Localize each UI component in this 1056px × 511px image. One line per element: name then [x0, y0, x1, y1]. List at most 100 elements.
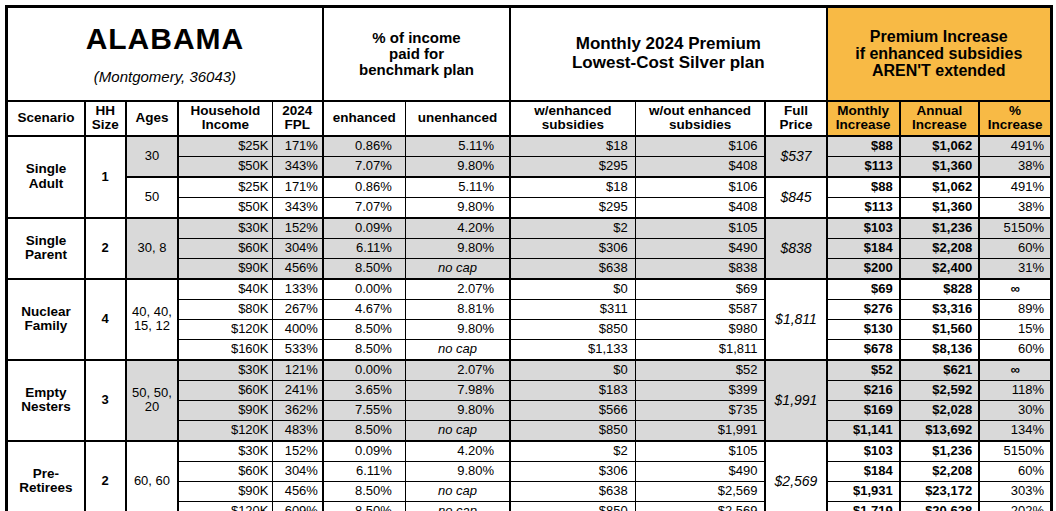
table-row: 50$25K171%0.86%5.11%$18$106$845$88$1,062…: [7, 177, 1052, 198]
cell-premium-w-enhanced: $311: [510, 299, 635, 319]
cell-fpl: 152%: [272, 441, 323, 462]
cell-annual-increase: $8,136: [900, 339, 979, 360]
table-row: Nuclear Family440, 40, 15, 12$40K133%0.0…: [7, 279, 1052, 300]
cell-unenhanced-pct: 9.80%: [405, 319, 510, 339]
cell-fpl: 400%: [272, 319, 323, 339]
cell-enhanced-pct: 8.50%: [323, 420, 405, 441]
cell-enhanced-pct: 7.07%: [323, 156, 405, 177]
col-header-wout-enhanced-subsidies: w/out enhanced subsidies: [635, 101, 765, 136]
cell-unenhanced-pct: no cap: [405, 481, 510, 501]
cell-premium-wout-enhanced: $106: [635, 177, 765, 198]
cell-full-price: $838: [765, 218, 826, 279]
premium-comparison-table: ALABAMA (Montgomery, 36043) % of income …: [5, 5, 1053, 511]
cell-full-price: $537: [765, 136, 826, 177]
cell-premium-w-enhanced: $295: [510, 156, 635, 177]
cell-household-income: $80K: [178, 299, 272, 319]
cell-pct-increase: ∞: [979, 360, 1051, 381]
cell-annual-increase: $2,208: [900, 238, 979, 258]
cell-pct-increase: 5150%: [979, 218, 1051, 239]
cell-annual-increase: $3,316: [900, 299, 979, 319]
cell-annual-increase: $13,692: [900, 420, 979, 441]
cell-household-income: $30K: [178, 441, 272, 462]
cell-enhanced-pct: 0.86%: [323, 177, 405, 198]
cell-premium-wout-enhanced: $69: [635, 279, 765, 300]
cell-premium-wout-enhanced: $735: [635, 400, 765, 420]
cell-premium-wout-enhanced: $399: [635, 380, 765, 400]
benchmark-group-header: % of income paid for benchmark plan: [323, 7, 510, 101]
cell-monthly-increase: $113: [827, 197, 900, 218]
column-header-row: Scenario HH Size Ages Household Income 2…: [7, 101, 1052, 136]
cell-pct-increase: 89%: [979, 299, 1051, 319]
cell-annual-increase: $2,028: [900, 400, 979, 420]
cell-household-income: $120K: [178, 501, 272, 511]
cell-full-price: $1,811: [765, 279, 826, 360]
cell-household-income: $30K: [178, 360, 272, 381]
cell-pct-increase: 60%: [979, 339, 1051, 360]
cell-annual-increase: $1,236: [900, 218, 979, 239]
cell-premium-w-enhanced: $306: [510, 461, 635, 481]
cell-annual-increase: $1,360: [900, 156, 979, 177]
cell-premium-w-enhanced: $2: [510, 441, 635, 462]
cell-monthly-increase: $184: [827, 461, 900, 481]
cell-monthly-increase: $276: [827, 299, 900, 319]
cell-pct-increase: ∞: [979, 279, 1051, 300]
col-header-hh-size: HH Size: [85, 101, 126, 136]
cell-ages: 30: [126, 136, 179, 177]
cell-unenhanced-pct: 9.80%: [405, 156, 510, 177]
cell-fpl: 343%: [272, 156, 323, 177]
cell-premium-w-enhanced: $18: [510, 136, 635, 157]
cell-fpl: 171%: [272, 177, 323, 198]
cell-pct-increase: 5150%: [979, 441, 1051, 462]
cell-monthly-increase: $88: [827, 177, 900, 198]
cell-unenhanced-pct: 8.81%: [405, 299, 510, 319]
cell-premium-w-enhanced: $306: [510, 238, 635, 258]
cell-household-income: $60K: [178, 380, 272, 400]
cell-enhanced-pct: 7.07%: [323, 197, 405, 218]
cell-household-income: $25K: [178, 136, 272, 157]
cell-hh-size: 4: [85, 279, 126, 360]
col-header-monthly-increase: Monthly Increase: [827, 101, 900, 136]
cell-fpl: 609%: [272, 501, 323, 511]
cell-enhanced-pct: 7.55%: [323, 400, 405, 420]
cell-hh-size: 1: [85, 136, 126, 218]
cell-pct-increase: 491%: [979, 177, 1051, 198]
cell-enhanced-pct: 8.50%: [323, 258, 405, 279]
cell-premium-wout-enhanced: $105: [635, 441, 765, 462]
cell-pct-increase: 118%: [979, 380, 1051, 400]
cell-fpl: 362%: [272, 400, 323, 420]
state-name: ALABAMA: [8, 22, 322, 55]
col-header-annual-increase: Annual Increase: [900, 101, 979, 136]
cell-monthly-increase: $88: [827, 136, 900, 157]
cell-fpl: 241%: [272, 380, 323, 400]
cell-monthly-increase: $103: [827, 441, 900, 462]
cell-household-income: $60K: [178, 461, 272, 481]
cell-pct-increase: 15%: [979, 319, 1051, 339]
cell-annual-increase: $23,172: [900, 481, 979, 501]
cell-enhanced-pct: 6.11%: [323, 461, 405, 481]
cell-scenario: Nuclear Family: [7, 279, 85, 360]
cell-unenhanced-pct: 7.98%: [405, 380, 510, 400]
cell-pct-increase: 30%: [979, 400, 1051, 420]
cell-premium-w-enhanced: $0: [510, 360, 635, 381]
cell-premium-wout-enhanced: $105: [635, 218, 765, 239]
col-header-w-enhanced-subsidies: w/enhanced subsidies: [510, 101, 635, 136]
cell-monthly-increase: $1,931: [827, 481, 900, 501]
cell-fpl: 304%: [272, 461, 323, 481]
cell-premium-w-enhanced: $1,133: [510, 339, 635, 360]
cell-annual-increase: $1,062: [900, 136, 979, 157]
col-header-fpl: 2024 FPL: [272, 101, 323, 136]
col-header-unenhanced: unenhanced: [405, 101, 510, 136]
cell-scenario: Pre-Retirees: [7, 441, 85, 511]
col-header-ages: Ages: [126, 101, 179, 136]
col-header-pct-increase: % Increase: [979, 101, 1051, 136]
cell-enhanced-pct: 0.86%: [323, 136, 405, 157]
cell-household-income: $40K: [178, 279, 272, 300]
cell-premium-wout-enhanced: $490: [635, 461, 765, 481]
cell-unenhanced-pct: no cap: [405, 420, 510, 441]
cell-monthly-increase: $169: [827, 400, 900, 420]
cell-fpl: 456%: [272, 258, 323, 279]
cell-annual-increase: $1,560: [900, 319, 979, 339]
cell-household-income: $90K: [178, 400, 272, 420]
increase-group-header: Premium Increase if enhanced subsidies A…: [827, 7, 1052, 101]
cell-household-income: $120K: [178, 319, 272, 339]
